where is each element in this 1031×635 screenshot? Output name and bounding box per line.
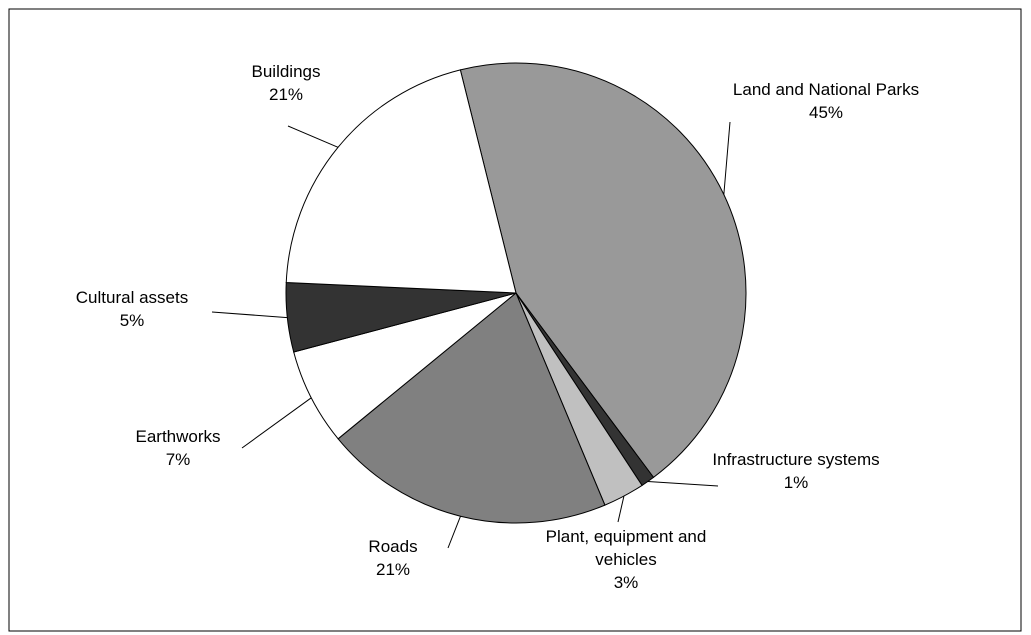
slice-label: Earthworks 7% [83,425,273,471]
slice-value: 21% [375,560,411,579]
slice-name: Land and National Parks [732,80,920,99]
slice-name: Plant, equipment and vehicles [545,527,707,569]
slice-value: 45% [808,103,844,122]
slice-value: 7% [165,450,191,469]
pie-slice [337,292,606,524]
slice-name: Cultural assets [75,288,189,307]
leader-line [211,311,288,319]
slice-value: 5% [119,311,145,330]
leader-line [723,121,731,195]
pie-slice [459,62,747,479]
slice-label: Infrastructure systems 1% [701,448,891,494]
slice-value: 1% [783,473,809,492]
leader-line [287,125,339,148]
slice-label: Buildings 21% [191,60,381,106]
slice-name: Infrastructure systems [712,450,880,469]
slice-label: Land and National Parks 45% [731,78,921,124]
slice-name: Buildings [251,62,321,81]
slice-name: Roads [368,537,418,556]
leader-line [241,397,312,449]
slice-value: 3% [613,573,639,592]
slice-label: Cultural assets 5% [37,286,227,332]
leader-line [647,480,719,487]
leader-line [447,516,461,549]
leader-line [617,496,625,523]
slice-value: 21% [268,85,304,104]
slice-label: Plant, equipment and vehicles 3% [531,525,721,594]
slice-label: Roads 21% [298,535,488,581]
slice-name: Earthworks [135,427,221,446]
